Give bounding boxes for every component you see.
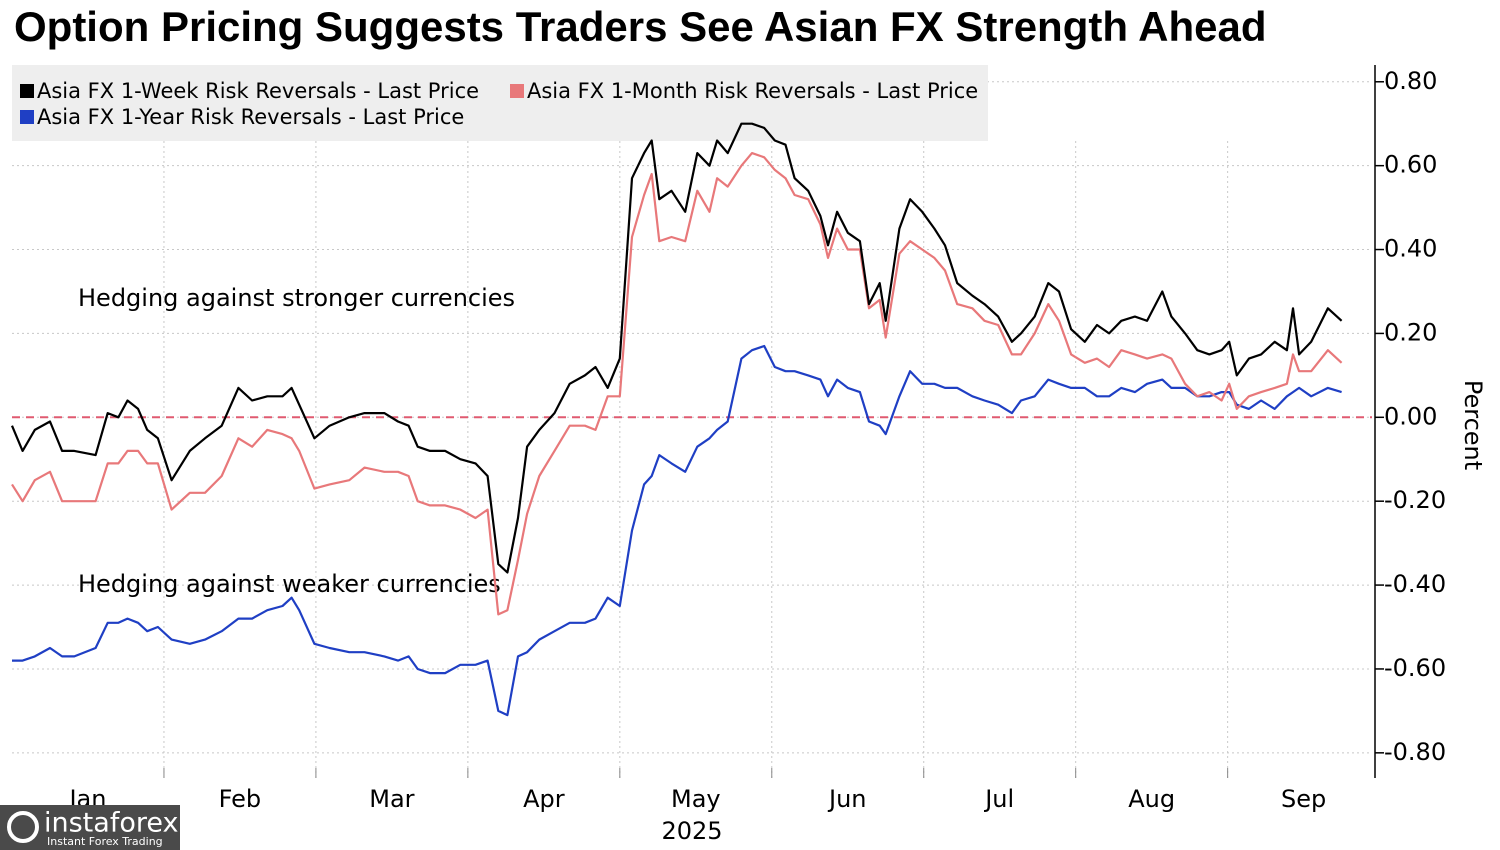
watermark-box	[0, 805, 180, 850]
watermark: instaforex Instant Forex Trading	[0, 805, 180, 850]
series-line	[12, 344, 1342, 717]
x-tick-label: Apr	[523, 785, 565, 813]
x-tick-label: Aug	[1128, 785, 1175, 813]
x-tick-label: Mar	[369, 785, 414, 813]
legend-swatch	[20, 110, 34, 124]
x-tick-label: Jun	[827, 785, 867, 813]
series-line	[11, 152, 1343, 616]
y-tick-label: -0.20	[1384, 486, 1446, 514]
watermark-tagline: Instant Forex Trading	[47, 835, 163, 848]
x-tick-label: Feb	[219, 785, 262, 813]
series-line	[10, 122, 1343, 574]
legend-label: Asia FX 1-Week Risk Reversals - Last Pri…	[37, 79, 479, 103]
watermark-icon	[7, 811, 39, 843]
x-tick-label: Jul	[983, 785, 1014, 813]
x-tick-label: May	[671, 785, 721, 813]
y-tick-label: 0.20	[1384, 318, 1437, 346]
chart-title: Option Pricing Suggests Traders See Asia…	[14, 3, 1266, 50]
y-tick-label: -0.80	[1384, 738, 1446, 766]
y-tick-label: 0.80	[1384, 67, 1437, 95]
y-tick-label: -0.60	[1384, 654, 1446, 682]
watermark-name: instaforex	[44, 808, 178, 839]
legend-box	[12, 65, 988, 141]
y-axis-label: Percent	[1459, 380, 1487, 470]
x-axis-sublabel: 2025	[661, 817, 722, 845]
legend-label: Asia FX 1-Month Risk Reversals - Last Pr…	[527, 79, 978, 103]
legend-label: Asia FX 1-Year Risk Reversals - Last Pri…	[37, 105, 464, 129]
y-tick-label: -0.40	[1384, 570, 1446, 598]
annotation: Hedging against stronger currencies	[78, 284, 515, 312]
annotation: Hedging against weaker currencies	[78, 570, 501, 598]
y-tick-label: 0.40	[1384, 235, 1437, 263]
y-tick-label: 0.60	[1384, 151, 1437, 179]
x-tick-label: Sep	[1281, 785, 1326, 813]
legend-swatch	[20, 84, 34, 98]
y-tick-label: 0.00	[1384, 402, 1437, 430]
legend-swatch	[510, 84, 524, 98]
